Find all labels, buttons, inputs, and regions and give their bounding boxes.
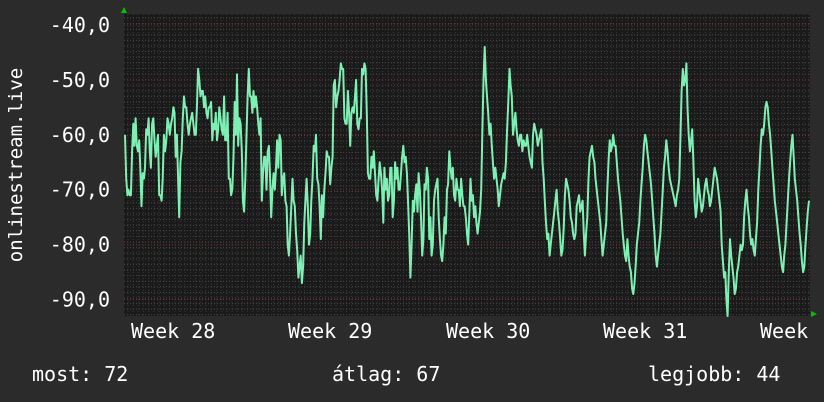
x-tick-label: Week 29: [288, 319, 372, 343]
y-tick-label: -50,0: [50, 68, 110, 92]
y-tick-label: -90,0: [50, 288, 110, 312]
y-tick-label: -70,0: [50, 178, 110, 202]
stat-now: most: 72: [32, 362, 128, 386]
stat-best: legjobb: 44: [648, 362, 780, 386]
stat-now-label: most:: [32, 362, 93, 386]
stat-average: átlag: 67: [332, 362, 440, 386]
x-tick-labels: Week 28 Week 29 Week 30 Week 31 Week: [131, 319, 808, 343]
y-tick-labels: -40,0 -50,0 -60,0 -70,0 -80,0 -90,0: [50, 13, 110, 312]
x-tick-label: Week 31: [603, 319, 687, 343]
y-tick-label: -60,0: [50, 123, 110, 147]
series-line: [124, 45, 810, 317]
y-tick-label: -40,0: [50, 13, 110, 37]
axis-arrows: [121, 7, 817, 317]
plot-area: [124, 14, 810, 316]
x-axis-arrow: [811, 311, 817, 317]
stat-best-label: legjobb:: [648, 362, 745, 386]
y-axis-arrow: [121, 7, 127, 13]
y-tick-label: -80,0: [50, 233, 110, 257]
x-tick-label: Week 30: [446, 319, 530, 343]
x-tick-label: Week 28: [131, 319, 215, 343]
y-axis-label: onlinestream.live: [5, 68, 27, 262]
stat-average-label: átlag:: [332, 362, 405, 386]
stat-average-value: 67: [416, 362, 441, 386]
stat-now-value: 72: [104, 362, 129, 386]
x-tick-label: Week: [760, 319, 808, 343]
stat-best-value: 44: [756, 362, 781, 386]
